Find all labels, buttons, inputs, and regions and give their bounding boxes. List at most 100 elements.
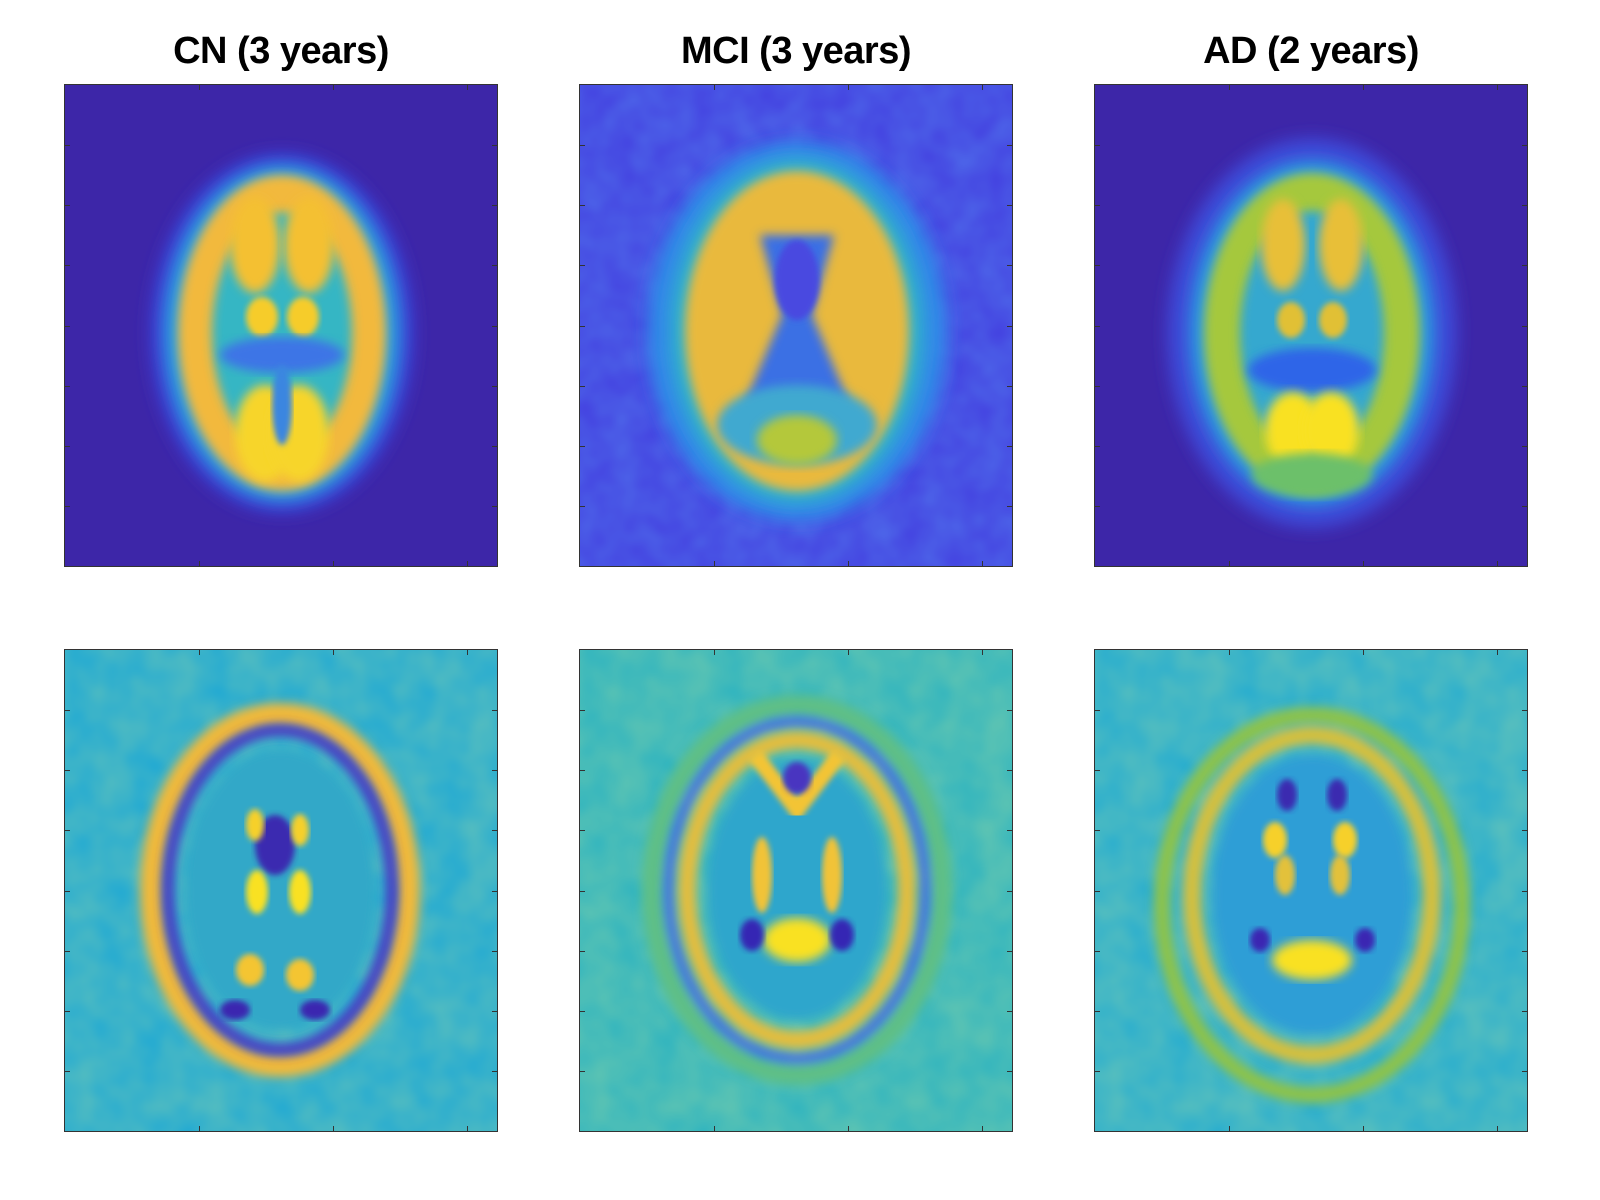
axis-tick (1522, 446, 1527, 447)
axis-tick (492, 710, 497, 711)
axis-tick (714, 85, 715, 90)
axis-tick (1229, 561, 1230, 566)
axis-tick (1007, 386, 1012, 387)
axis-tick (1522, 891, 1527, 892)
axis-tick (1522, 145, 1527, 146)
axis-tick (65, 446, 70, 447)
axis-tick (580, 830, 585, 831)
axis-tick (1095, 830, 1100, 831)
axis-tick (492, 386, 497, 387)
axis-tick (467, 85, 468, 90)
axis-tick (65, 891, 70, 892)
axis-tick (1522, 326, 1527, 327)
axis-tick (1007, 1011, 1012, 1012)
axis-tick (848, 1126, 849, 1131)
axis-tick (467, 650, 468, 655)
axis-tick (1007, 1071, 1012, 1072)
axis-tick (580, 506, 585, 507)
axis-tick (580, 145, 585, 146)
panel-ad-top (1094, 84, 1528, 567)
axis-tick (1007, 265, 1012, 266)
axis-tick (1522, 1011, 1527, 1012)
axis-tick (1095, 326, 1100, 327)
axis-tick (333, 1126, 334, 1131)
panel-mci-bottom (579, 649, 1013, 1132)
axis-tick (492, 951, 497, 952)
axis-tick (1522, 830, 1527, 831)
column-title-cn: CN (3 years) (173, 30, 389, 72)
axis-tick (1229, 650, 1230, 655)
axis-tick (1522, 710, 1527, 711)
axis-tick (1363, 561, 1364, 566)
axis-tick (1497, 1126, 1498, 1131)
axis-tick (1522, 265, 1527, 266)
panel-cn-bottom (64, 649, 498, 1132)
axis-tick (1095, 265, 1100, 266)
axis-tick (492, 326, 497, 327)
axis-tick (1497, 85, 1498, 90)
axis-tick (65, 326, 70, 327)
axis-tick (1007, 710, 1012, 711)
axis-tick (1007, 145, 1012, 146)
axis-tick (714, 1126, 715, 1131)
axis-tick (1095, 1071, 1100, 1072)
axis-tick (1522, 205, 1527, 206)
axis-tick (492, 446, 497, 447)
axis-tick (580, 446, 585, 447)
axis-tick (1522, 506, 1527, 507)
axis-tick (467, 561, 468, 566)
axis-tick (1007, 205, 1012, 206)
axis-tick (982, 85, 983, 90)
axis-tick (1229, 1126, 1230, 1131)
axis-tick (1497, 650, 1498, 655)
axis-tick (199, 85, 200, 90)
axis-tick (65, 205, 70, 206)
axis-tick (1095, 891, 1100, 892)
axis-tick (580, 891, 585, 892)
axis-tick (580, 1071, 585, 1072)
axis-tick (1229, 85, 1230, 90)
axis-tick (1007, 446, 1012, 447)
panel-ad-bottom (1094, 649, 1528, 1132)
axis-tick (1363, 85, 1364, 90)
axis-tick (333, 650, 334, 655)
axis-tick (492, 506, 497, 507)
axis-tick (333, 85, 334, 90)
axis-tick (65, 710, 70, 711)
axis-tick (467, 1126, 468, 1131)
axis-tick (848, 561, 849, 566)
axis-tick (1095, 710, 1100, 711)
axis-tick (1007, 951, 1012, 952)
axis-tick (714, 561, 715, 566)
axis-tick (1095, 446, 1100, 447)
axis-tick (1095, 1011, 1100, 1012)
axis-tick (65, 1011, 70, 1012)
axis-tick (1363, 650, 1364, 655)
axis-tick (1095, 506, 1100, 507)
axis-tick (1007, 891, 1012, 892)
axis-tick (65, 770, 70, 771)
axis-tick (1095, 770, 1100, 771)
axis-tick (580, 1011, 585, 1012)
axis-tick (580, 265, 585, 266)
axis-tick (580, 951, 585, 952)
column-title-ad: AD (2 years) (1203, 30, 1419, 72)
axis-tick (65, 386, 70, 387)
axis-tick (1522, 770, 1527, 771)
axis-tick (199, 650, 200, 655)
axis-tick (1522, 386, 1527, 387)
axis-tick (1007, 326, 1012, 327)
axis-tick (580, 710, 585, 711)
axis-tick (1363, 1126, 1364, 1131)
panel-mci-top (579, 84, 1013, 567)
axis-tick (492, 830, 497, 831)
axis-tick (199, 561, 200, 566)
axis-tick (492, 1071, 497, 1072)
axis-tick (1497, 561, 1498, 566)
axis-tick (1095, 145, 1100, 146)
axis-tick (492, 1011, 497, 1012)
axis-tick (982, 650, 983, 655)
axis-tick (65, 145, 70, 146)
axis-tick (492, 205, 497, 206)
axis-tick (65, 1071, 70, 1072)
